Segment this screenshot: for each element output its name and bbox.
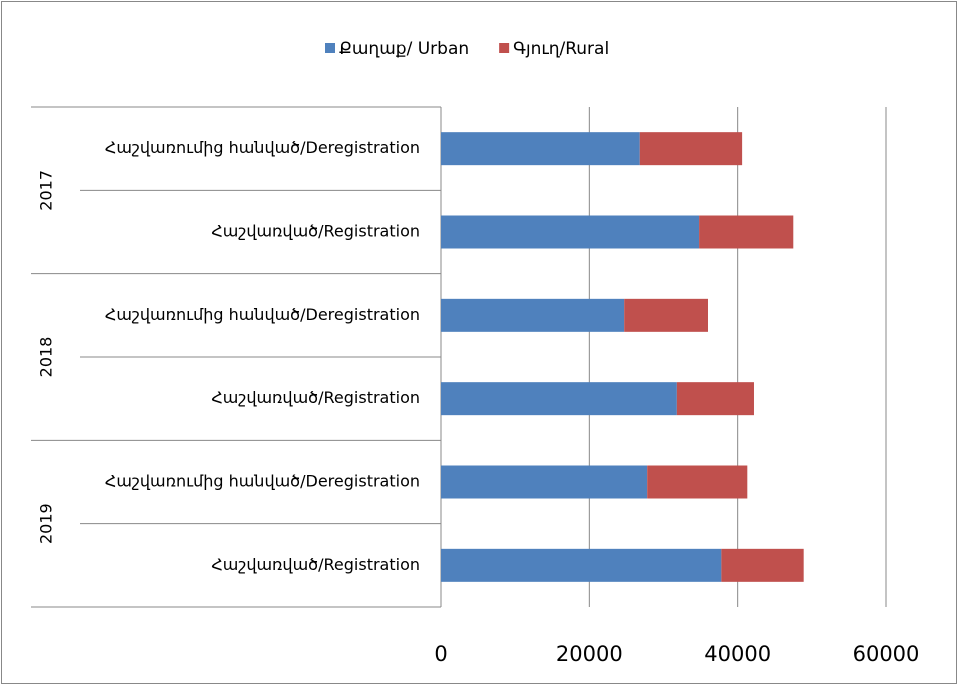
bar [676, 382, 754, 416]
x-tick-label: 60000 [853, 642, 920, 666]
y-tick-label: Հաշվառված/Registration [211, 222, 420, 241]
legend-label: Քաղաք/ Urban [339, 39, 469, 59]
bar [441, 465, 648, 499]
group-label: 2018 [37, 337, 56, 378]
y-tick-label: Հաշվառումից հանված/Deregistration [105, 305, 420, 324]
x-tick-label: 20000 [556, 642, 623, 666]
bar [441, 298, 625, 332]
bar [441, 215, 700, 249]
y-tick-label: Հաշվառված/Registration [211, 388, 420, 407]
x-tick-label: 40000 [704, 642, 771, 666]
bar [721, 548, 804, 582]
y-tick-label: Հաշվառումից հանված/Deregistration [105, 138, 420, 157]
bar [441, 548, 722, 582]
y-tick-label: Հաշվառված/Registration [211, 555, 420, 574]
legend-label: Գյուղ/Rural [513, 39, 609, 59]
group-label: 2019 [37, 503, 56, 544]
x-tick-label: 0 [434, 642, 447, 666]
bar [624, 298, 708, 332]
bar [699, 215, 794, 249]
legend-swatch [499, 43, 510, 53]
bar [639, 132, 743, 166]
group-label: 2017 [37, 170, 56, 211]
bar [441, 382, 677, 416]
bar [441, 132, 640, 166]
legend-swatch [325, 43, 335, 53]
y-tick-label: Հաշվառումից հանված/Deregistration [105, 472, 420, 491]
bar [647, 465, 748, 499]
